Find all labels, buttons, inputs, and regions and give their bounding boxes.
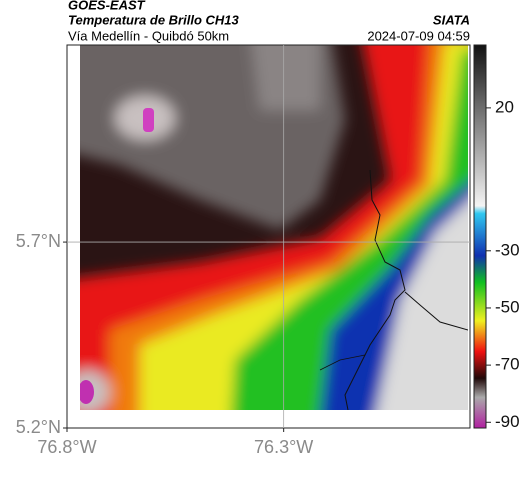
map-frame — [66, 44, 471, 429]
source: SIATA — [433, 12, 470, 27]
x-tick-label: 76.8°W — [37, 437, 96, 457]
colorbar-tick-label: -70 — [495, 355, 520, 374]
colorbar-tick-label: -90 — [495, 412, 520, 431]
timestamp: 2024-07-09 04:59 — [367, 28, 470, 43]
y-tick-label: 5.7°N — [16, 231, 61, 251]
satellite-image — [80, 45, 468, 410]
y-tick-label: 5.2°N — [16, 417, 61, 437]
colorbar-tick-label: 20 — [495, 97, 514, 116]
colorbar-tick-label: -30 — [495, 240, 520, 259]
title: GOES-EAST — [68, 0, 146, 12]
route: Vía Medellín - Quibdó 50km — [68, 28, 229, 43]
colorbar — [473, 44, 487, 429]
subtitle: Temperatura de Brillo CH13 — [68, 12, 240, 27]
colorbar-tick-label: -50 — [495, 297, 520, 316]
x-tick-label: 76.3°W — [254, 437, 313, 457]
